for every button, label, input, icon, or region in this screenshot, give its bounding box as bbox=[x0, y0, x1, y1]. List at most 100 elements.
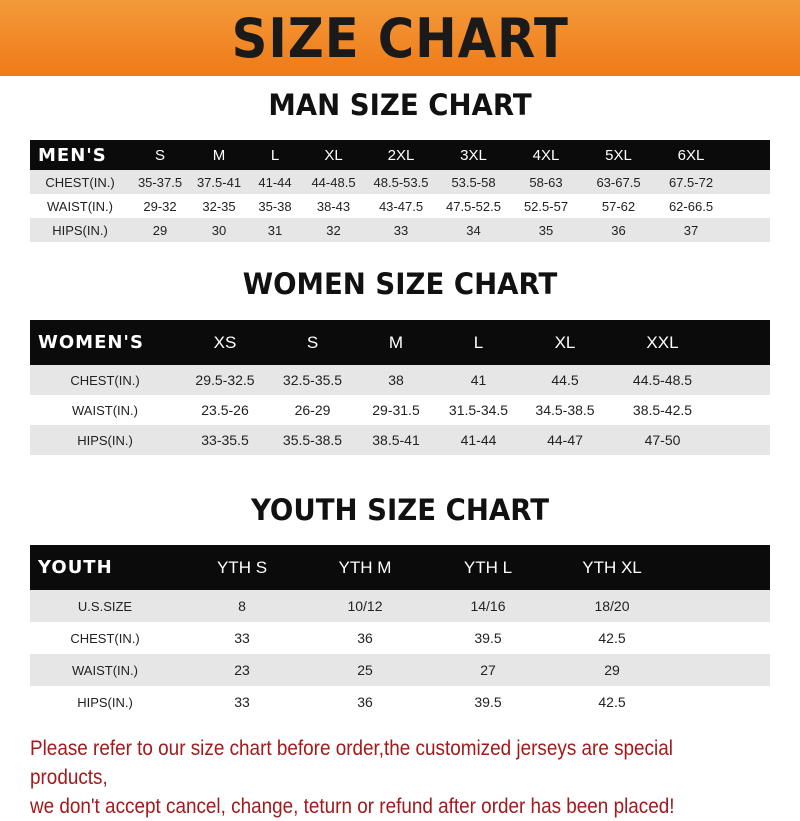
cell: 31 bbox=[267, 222, 283, 238]
table-row: U.S.SIZE 8 10/12 14/16 18/20 bbox=[30, 590, 770, 622]
cell: 53.5-58 bbox=[451, 174, 496, 190]
cell: 5XL bbox=[605, 146, 632, 164]
cell: 35-37.5 bbox=[137, 174, 183, 190]
row-label: YOUTH bbox=[38, 557, 113, 578]
cell: 29 bbox=[152, 222, 168, 238]
women-title: WOMEN SIZE CHART bbox=[242, 267, 558, 301]
cell: M bbox=[212, 146, 226, 164]
cell: 32.5-35.5 bbox=[282, 372, 343, 388]
cell: 47.5-52.5 bbox=[446, 198, 501, 214]
cell: 41-44 bbox=[460, 432, 497, 448]
cell: 30 bbox=[211, 222, 227, 238]
row-label: HIPS(IN.) bbox=[52, 222, 108, 238]
size-chart-banner: SIZE CHART bbox=[0, 0, 800, 76]
cell: 23 bbox=[234, 662, 250, 678]
cell: 23.5-26 bbox=[201, 402, 249, 418]
table-row: WAIST(IN.) 29-32 32-35 35-38 38-43 43-47.5 47.… bbox=[30, 194, 770, 218]
cell: S bbox=[154, 146, 165, 164]
cell: 2XL bbox=[387, 146, 415, 164]
header-row: YOUTH YTH S YTH M YTH L YTH XL bbox=[30, 545, 770, 590]
row-label: CHEST(IN.) bbox=[70, 630, 140, 646]
table-row: CHEST(IN.) 35-37.5 37.5-41 41-44 44-48.5 48.5… bbox=[30, 170, 770, 194]
cell: 29 bbox=[604, 662, 620, 678]
cell: 3XL bbox=[460, 146, 487, 164]
table-row: HIPS(IN.) 29 30 31 32 33 34 35 36 37 bbox=[30, 218, 770, 242]
cell: 6XL bbox=[677, 146, 705, 164]
row-label: WAIST(IN.) bbox=[47, 198, 113, 214]
cell: 29.5-32.5 bbox=[195, 372, 255, 388]
notice-line: we don't accept cancel, change, teturn o… bbox=[30, 795, 675, 818]
row-label: WOMEN'S bbox=[38, 332, 144, 353]
cell: 44.5-48.5 bbox=[632, 372, 693, 388]
cell: XXL bbox=[646, 332, 679, 352]
row-label: U.S.SIZE bbox=[77, 598, 133, 614]
cell: YTH S bbox=[216, 557, 268, 577]
cell: 57-62 bbox=[601, 198, 636, 214]
cell: 43-47.5 bbox=[378, 198, 424, 214]
cell: 35 bbox=[538, 222, 554, 238]
cell: YTH L bbox=[463, 557, 513, 577]
cell: 8 bbox=[238, 598, 246, 614]
cell: 52.5-57 bbox=[523, 198, 569, 214]
cell: 42.5 bbox=[598, 694, 626, 710]
table-row: HIPS(IN.) 33-35.5 35.5-38.5 38.5-41 41-44 44-… bbox=[30, 425, 770, 455]
men-title: MAN SIZE CHART bbox=[268, 88, 532, 122]
cell: 33 bbox=[234, 630, 250, 646]
cell: 35.5-38.5 bbox=[282, 432, 343, 448]
cell: 36 bbox=[611, 222, 626, 238]
cell: 38 bbox=[388, 372, 404, 388]
cell: 48.5-53.5 bbox=[373, 174, 429, 190]
table-row: WAIST(IN.) 23.5-26 26-29 29-31.5 31.5-34.5 34… bbox=[30, 395, 770, 425]
cell: 44-47 bbox=[547, 432, 583, 448]
women-size-table: WOMEN'S XS S M L XL XXL CHEST(IN.) 29.5-32.5 32.5… bbox=[30, 320, 770, 455]
table-row: CHEST(IN.) 29.5-32.5 32.5-35.5 38 41 44.5 44.5… bbox=[30, 365, 770, 395]
cell: 37 bbox=[683, 222, 699, 238]
cell: 62-66.5 bbox=[668, 198, 714, 214]
cell: 36 bbox=[357, 694, 373, 710]
cell: 31.5-34.5 bbox=[448, 402, 509, 418]
header-row: WOMEN'S XS S M L XL XXL bbox=[30, 320, 770, 365]
row-label: HIPS(IN.) bbox=[77, 694, 133, 710]
cell: 4XL bbox=[532, 146, 560, 164]
cell: XL bbox=[554, 332, 576, 352]
cell: 37.5-41 bbox=[196, 174, 242, 190]
youth-size-table: YOUTH YTH S YTH M YTH L YTH XL U.S.SIZE 8 10/12… bbox=[30, 545, 770, 718]
table-row: HIPS(IN.) 33 36 39.5 42.5 bbox=[30, 686, 770, 718]
cell: 44-48.5 bbox=[311, 174, 356, 190]
row-label: WAIST(IN.) bbox=[72, 402, 138, 418]
cell: 38-43 bbox=[316, 198, 351, 214]
cell: 34 bbox=[466, 222, 481, 238]
table-row: WAIST(IN.) 23 25 27 29 bbox=[30, 654, 770, 686]
row-label: HIPS(IN.) bbox=[77, 432, 133, 448]
cell: YTH XL bbox=[582, 557, 642, 577]
cell: 27 bbox=[480, 662, 496, 678]
cell: 33-35.5 bbox=[201, 432, 249, 448]
cell: XL bbox=[324, 146, 343, 164]
men-size-table: MEN'S S M L XL 2XL 3XL 4XL 5XL 6XL CHEST(IN.) 35-37… bbox=[30, 140, 770, 242]
cell: 44.5 bbox=[551, 372, 579, 388]
banner-title: SIZE CHART bbox=[231, 6, 569, 70]
cell: 39.5 bbox=[474, 694, 502, 710]
cell: 14/16 bbox=[470, 598, 506, 614]
cell: 63-67.5 bbox=[596, 174, 641, 190]
row-label: MEN'S bbox=[38, 144, 107, 166]
cell: 58-63 bbox=[529, 174, 563, 190]
cell: 41-44 bbox=[258, 174, 292, 190]
cell: 38.5-42.5 bbox=[632, 402, 693, 418]
cell: 33 bbox=[234, 694, 250, 710]
cell: 33 bbox=[393, 222, 409, 238]
order-notice: Please refer to our size chart before or… bbox=[30, 734, 714, 821]
cell: 25 bbox=[357, 662, 373, 678]
row-label: WAIST(IN.) bbox=[72, 662, 138, 678]
row-label: CHEST(IN.) bbox=[70, 372, 140, 388]
cell: 29-32 bbox=[143, 198, 177, 214]
youth-title: YOUTH SIZE CHART bbox=[250, 493, 550, 527]
cell: 39.5 bbox=[474, 630, 502, 646]
header-row: MEN'S S M L XL 2XL 3XL 4XL 5XL 6XL bbox=[30, 140, 770, 170]
cell: 35-38 bbox=[258, 198, 292, 214]
cell: 32-35 bbox=[202, 198, 236, 214]
cell: L bbox=[270, 146, 280, 164]
cell: L bbox=[473, 332, 484, 352]
cell: 36 bbox=[357, 630, 373, 646]
cell: XS bbox=[213, 332, 237, 352]
